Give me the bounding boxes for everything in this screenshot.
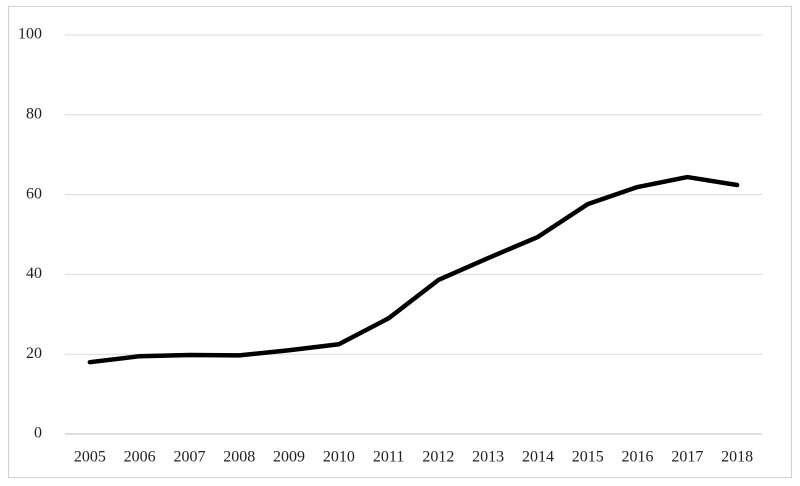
data-line bbox=[87, 174, 740, 365]
y-tick-label: 100 bbox=[18, 26, 42, 43]
y-tick-label: 0 bbox=[34, 425, 42, 442]
y-tick-label: 80 bbox=[26, 105, 42, 122]
y-tick-label: 60 bbox=[26, 185, 42, 202]
x-tick-label: 2013 bbox=[472, 449, 504, 466]
x-tick-label: 2006 bbox=[124, 449, 156, 466]
x-tick-label: 2016 bbox=[622, 449, 654, 466]
x-tick-label: 2007 bbox=[173, 449, 205, 466]
x-tick-label: 2014 bbox=[522, 449, 554, 466]
x-tick-label: 2005 bbox=[74, 449, 106, 466]
x-tick-label: 2012 bbox=[422, 449, 454, 466]
x-tick-label: 2015 bbox=[572, 449, 604, 466]
x-tick-label: 2017 bbox=[671, 449, 703, 466]
x-tick-label: 2008 bbox=[223, 449, 255, 466]
x-tick-label: 2018 bbox=[721, 449, 753, 466]
y-tick-label: 20 bbox=[26, 345, 42, 362]
y-tick-label: 40 bbox=[26, 265, 42, 282]
x-tick-label: 2010 bbox=[323, 449, 355, 466]
x-tick-label: 2011 bbox=[373, 449, 404, 466]
chart-frame bbox=[8, 6, 792, 478]
x-tick-label: 2009 bbox=[273, 449, 305, 466]
